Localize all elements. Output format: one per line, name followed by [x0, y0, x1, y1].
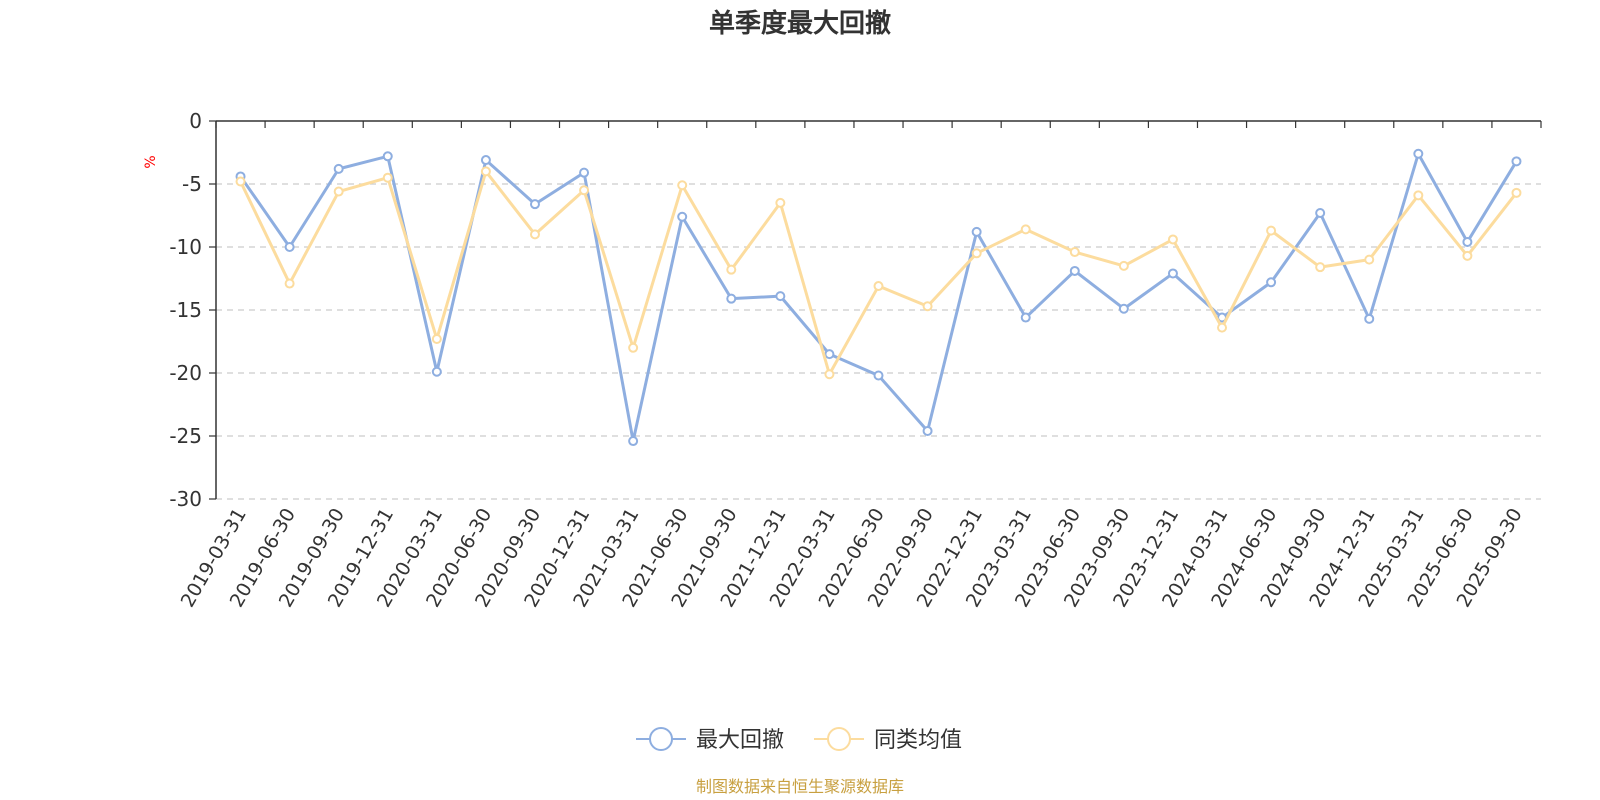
data-point-1 [1069, 247, 1080, 258]
data-point-1 [579, 185, 590, 196]
data-point-1 [235, 176, 246, 187]
data-point-0 [971, 226, 982, 237]
source-note: 制图数据来自恒生聚源数据库 [696, 777, 904, 796]
data-point-1 [1167, 234, 1178, 245]
data-point-0 [824, 349, 835, 360]
y-axis-unit-label: % [143, 155, 159, 168]
data-point-0 [1364, 313, 1375, 324]
legend-item-0[interactable]: 最大回撤 [636, 727, 784, 753]
data-point-0 [1118, 303, 1129, 314]
data-point-1 [529, 229, 540, 240]
chart-title: 单季度最大回撤 [709, 8, 891, 39]
data-point-1 [1462, 250, 1473, 261]
data-point-1 [971, 248, 982, 259]
data-point-0 [284, 242, 295, 252]
legend-marker [827, 727, 851, 751]
y-tick-label: -15 [169, 298, 202, 322]
x-axis-ticks: 2019-03-312019-06-302019-09-302019-12-31… [177, 505, 1527, 612]
y-axis-ticks: 0 -5 -10 -15 -20 -25 -30 [169, 109, 202, 511]
data-point-1 [1266, 225, 1277, 236]
data-point-1 [775, 197, 786, 208]
data-point-1 [1217, 322, 1228, 333]
y-tick-label: -30 [169, 487, 202, 511]
data-point-1 [873, 281, 884, 292]
data-point-0 [333, 163, 344, 174]
data-point-0 [382, 151, 393, 162]
data-point-1 [480, 166, 491, 177]
data-point-1 [824, 369, 835, 380]
data-point-1 [1020, 224, 1031, 235]
data-point-1 [1511, 187, 1522, 198]
data-point-1 [284, 278, 295, 289]
data-point-0 [1511, 156, 1522, 167]
legend-item-1[interactable]: 同类均值 [814, 727, 962, 753]
y-tick-label: -5 [182, 172, 202, 196]
data-point-1 [677, 180, 688, 191]
axes [209, 120, 1542, 500]
data-point-0 [480, 155, 491, 166]
data-point-0 [726, 293, 737, 304]
data-point-0 [431, 366, 442, 377]
data-point-0 [1413, 148, 1424, 159]
data-point-0 [922, 425, 933, 436]
series-line-0 [239, 152, 1518, 443]
legend-label: 同类均值 [874, 728, 962, 753]
data-point-1 [922, 301, 933, 312]
data-point-0 [775, 291, 786, 302]
data-point-0 [1266, 277, 1277, 288]
data-point-1 [1118, 260, 1129, 271]
y-tick-label: 0 [189, 109, 202, 133]
data-point-1 [726, 264, 737, 275]
data-point-0 [628, 436, 639, 447]
data-point-0 [579, 167, 590, 178]
data-point-0 [873, 370, 884, 381]
data-point-0 [529, 199, 540, 210]
grid-lines [216, 183, 1541, 500]
series-lines [235, 148, 1522, 447]
data-point-1 [628, 342, 639, 353]
data-point-1 [1315, 262, 1326, 273]
data-point-0 [1167, 268, 1178, 279]
y-tick-label: -25 [169, 424, 202, 448]
y-tick-label: -20 [169, 361, 202, 385]
data-point-0 [1069, 265, 1080, 276]
legend-label: 最大回撤 [696, 728, 784, 753]
legend[interactable]: 最大回撤 同类均值 [636, 727, 962, 753]
data-point-1 [1413, 190, 1424, 201]
data-point-1 [382, 172, 393, 183]
data-point-1 [333, 186, 344, 197]
y-tick-label: -10 [169, 235, 202, 259]
data-point-0 [677, 211, 688, 222]
data-point-0 [1315, 207, 1326, 218]
data-point-1 [1364, 254, 1375, 265]
data-point-1 [431, 333, 442, 344]
data-point-0 [1020, 312, 1031, 323]
legend-marker [649, 727, 673, 751]
data-point-0 [1462, 236, 1473, 247]
